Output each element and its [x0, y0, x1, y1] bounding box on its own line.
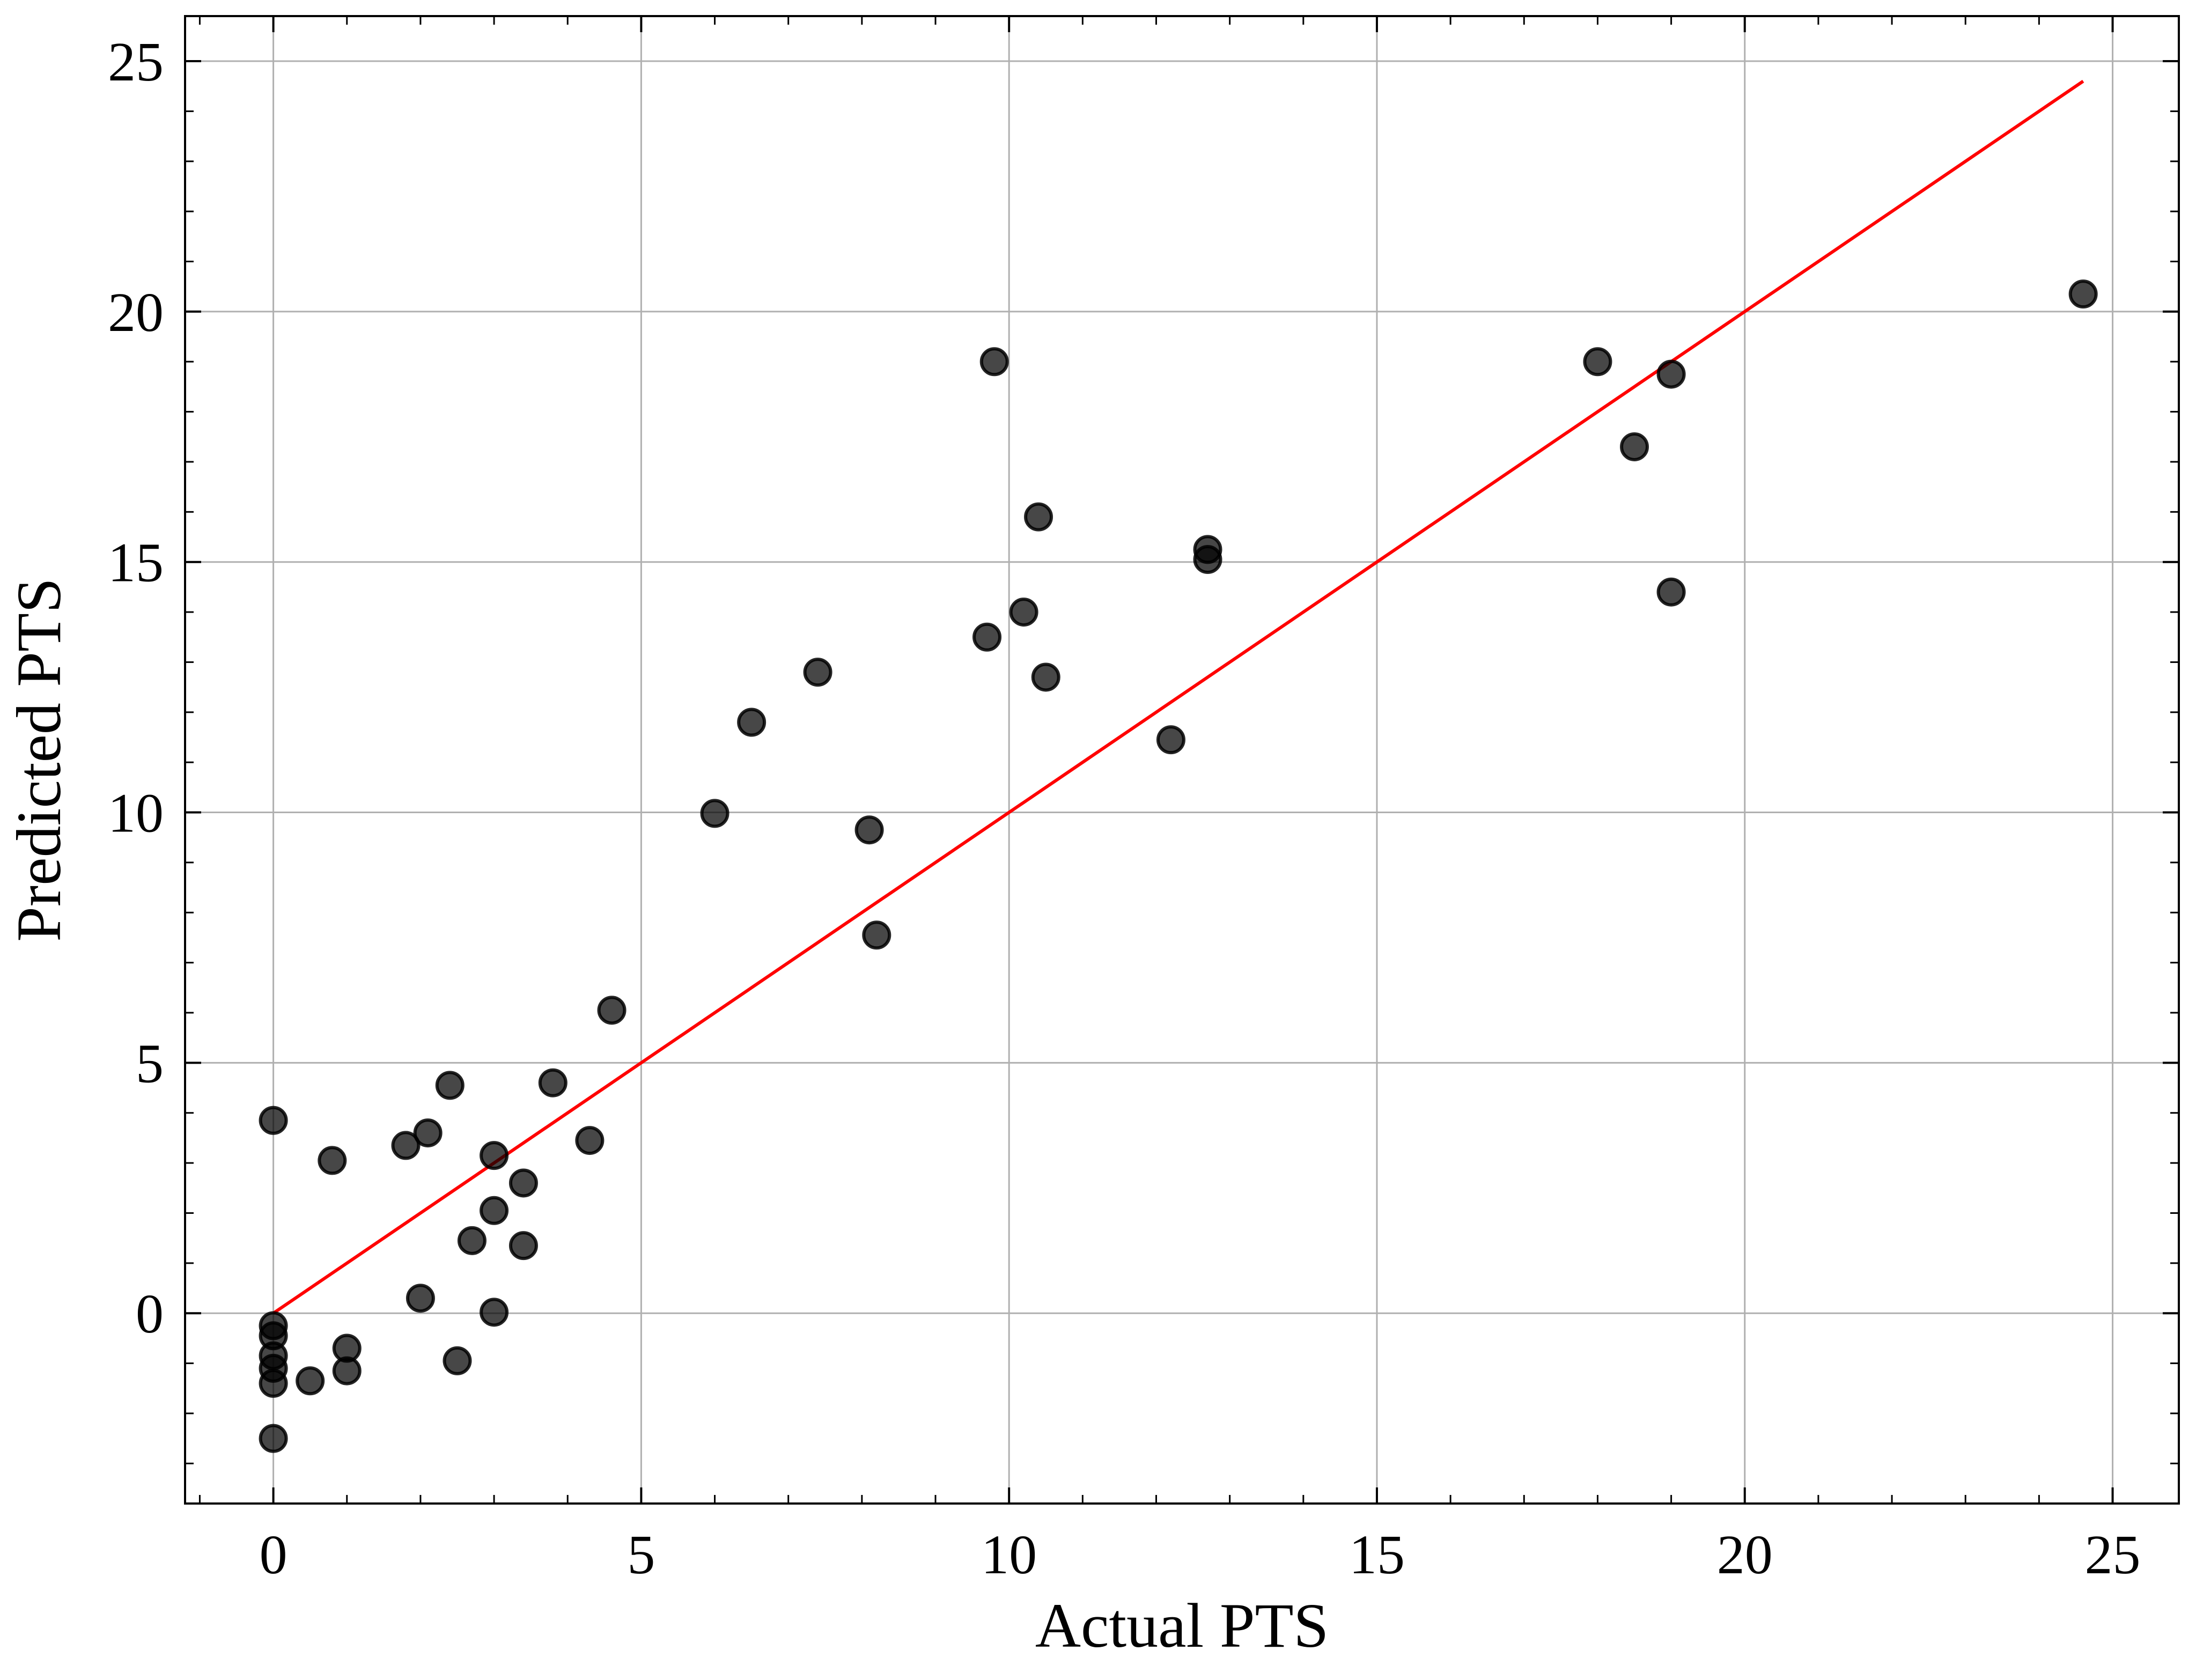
- data-point: [480, 1298, 509, 1327]
- data-point: [318, 1146, 347, 1175]
- data-point: [803, 658, 832, 687]
- data-point: [1009, 598, 1038, 627]
- data-point: [443, 1346, 472, 1375]
- data-point: [700, 799, 729, 828]
- data-point: [2068, 279, 2098, 309]
- data-point: [1656, 577, 1686, 607]
- data-point: [1031, 662, 1060, 692]
- data-point: [1583, 347, 1612, 377]
- data-point: [259, 1424, 288, 1453]
- data-point: [972, 622, 1002, 652]
- data-point: [480, 1141, 509, 1170]
- data-point: [332, 1356, 362, 1386]
- x-tick-label: 20: [1717, 1524, 1773, 1586]
- data-point: [1193, 545, 1222, 574]
- data-point: [538, 1068, 568, 1097]
- grid: [185, 16, 2179, 1504]
- data-point: [406, 1284, 435, 1313]
- x-tick-label: 0: [260, 1524, 288, 1586]
- data-point: [979, 347, 1009, 377]
- x-tick-label: 25: [2085, 1524, 2141, 1586]
- x-tick-label: 5: [627, 1524, 655, 1586]
- tick-labels: 0 5 10 15 20 25 0 5 10 15 20 25: [108, 31, 2141, 1586]
- data-point: [854, 815, 884, 845]
- data-point: [597, 996, 627, 1025]
- reference-line-layer: [272, 79, 2084, 1315]
- y-tick-label: 5: [136, 1033, 164, 1094]
- data-point: [259, 1106, 288, 1135]
- y-tick-label: 0: [136, 1283, 164, 1345]
- data-point: [575, 1126, 605, 1155]
- plot-frame: [184, 15, 2180, 1505]
- x-tick-label: 15: [1349, 1524, 1405, 1586]
- data-point: [259, 1368, 288, 1398]
- y-axis-title: Predicted PTS: [4, 578, 74, 941]
- data-point: [1656, 359, 1686, 389]
- points-layer: [259, 279, 2098, 1453]
- data-point: [1156, 725, 1185, 755]
- x-tick-label: 10: [981, 1524, 1037, 1586]
- y-tick-label: 25: [108, 31, 164, 93]
- data-point: [509, 1168, 538, 1198]
- reference-line: [272, 79, 2084, 1315]
- data-point: [737, 708, 767, 737]
- data-point: [1620, 432, 1649, 461]
- data-point: [391, 1131, 421, 1160]
- data-point: [480, 1196, 509, 1225]
- y-tick-label: 15: [108, 532, 164, 594]
- x-axis-title: Actual PTS: [1035, 1590, 1329, 1661]
- data-point: [296, 1366, 325, 1396]
- data-point: [1024, 502, 1053, 532]
- data-point: [862, 920, 891, 950]
- data-point: [435, 1071, 465, 1100]
- y-tick-label: 10: [108, 783, 164, 844]
- data-point: [509, 1231, 538, 1261]
- data-point: [413, 1118, 443, 1148]
- data-point: [457, 1226, 487, 1255]
- ticks: [185, 16, 2179, 1504]
- y-tick-label: 20: [108, 282, 164, 343]
